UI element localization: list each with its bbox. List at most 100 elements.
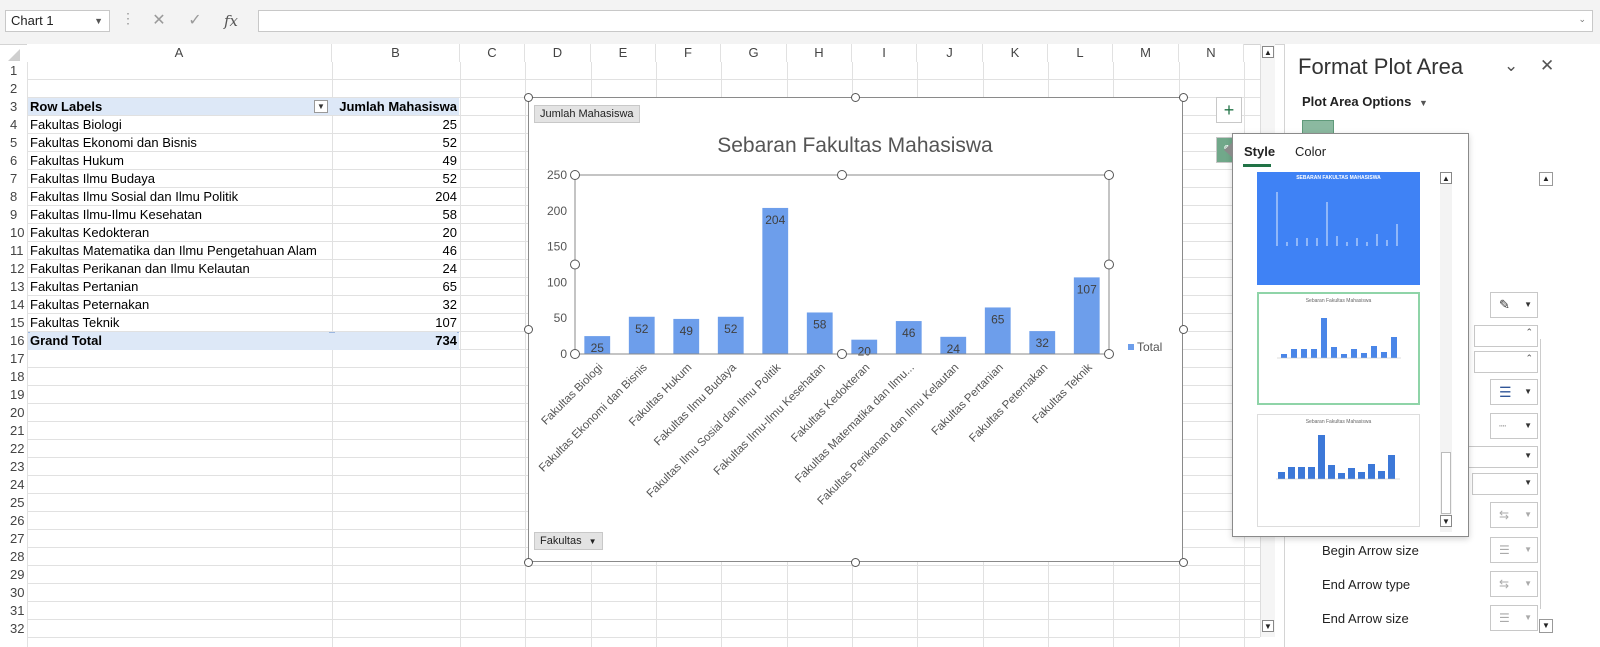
bar[interactable] (940, 336, 967, 354)
plot-resize-handle[interactable] (570, 170, 580, 180)
column-header-b[interactable]: B (332, 44, 460, 62)
row-header[interactable]: 29 (10, 567, 25, 582)
filter-dropdown-icon[interactable]: ▼ (314, 100, 328, 113)
pivot-row-value[interactable]: 65 (442, 279, 457, 294)
pivot-row-label[interactable]: Fakultas Ilmu Budaya (30, 171, 156, 186)
pivot-row-label[interactable]: Fakultas Ilmu Sosial dan Ilmu Politik (30, 189, 239, 204)
chart-style-thumb[interactable]: SEBARAN FAKULTAS MAHASISWA (1257, 172, 1420, 285)
row-header[interactable]: 4 (10, 117, 18, 132)
insert-function-icon[interactable]: fx (223, 12, 238, 30)
row-header[interactable]: 13 (10, 279, 25, 294)
row-header[interactable]: 17 (10, 351, 25, 366)
tab-color[interactable]: Color (1295, 144, 1327, 159)
column-header-d[interactable]: D (525, 44, 591, 62)
pivot-row-label[interactable]: Fakultas Perikanan dan Ilmu Kelautan (30, 261, 250, 276)
row-header[interactable]: 8 (10, 189, 18, 204)
row-header[interactable]: 1 (10, 63, 18, 78)
row-header[interactable]: 11 (10, 243, 24, 258)
plot-resize-handle[interactable] (837, 170, 847, 180)
column-header-g[interactable]: G (721, 44, 787, 62)
column-header-c[interactable]: C (460, 44, 525, 62)
plot-resize-handle[interactable] (570, 349, 580, 359)
color-picker-button[interactable]: ✎ ▼ (1490, 292, 1538, 318)
chevron-down-icon[interactable]: ⌄ (1504, 56, 1519, 75)
row-header[interactable]: 30 (10, 585, 25, 600)
plot-resize-handle[interactable] (1104, 170, 1114, 180)
row-header[interactable]: 23 (10, 459, 25, 474)
pane-scrollbar-track[interactable] (1540, 339, 1553, 609)
cancel-icon[interactable]: ✕ (152, 12, 166, 29)
value-field-button[interactable]: Jumlah Mahasiswa (534, 105, 640, 123)
bar[interactable] (628, 316, 655, 354)
compound-type-dropdown[interactable]: ☰ ▼ (1490, 379, 1538, 405)
bar[interactable] (673, 318, 700, 354)
column-header-f[interactable]: F (656, 44, 721, 62)
axis-field-button[interactable]: Fakultas ▼ (534, 532, 603, 550)
column-header-n[interactable]: N (1179, 44, 1244, 62)
join-type-dropdown[interactable]: ▼ (1472, 473, 1538, 495)
pivot-row-value[interactable]: 52 (442, 135, 457, 150)
bar[interactable] (1029, 331, 1056, 354)
chart-resize-handle[interactable] (851, 92, 860, 102)
chart-resize-handle[interactable] (1178, 92, 1188, 102)
plot-resize-handle[interactable] (1104, 259, 1114, 270)
bar[interactable] (584, 336, 611, 354)
pivot-row-value[interactable]: 52 (442, 171, 457, 186)
pivot-chart[interactable]: Jumlah Mahasiswa Fakultas ▼ Sebaran Faku… (528, 97, 1183, 562)
pivot-row-label[interactable]: Fakultas Matematika dan Ilmu Pengetahuan… (30, 243, 317, 258)
pivot-row-value[interactable]: 107 (435, 315, 457, 330)
column-header-l[interactable]: L (1048, 44, 1113, 62)
row-header[interactable]: 27 (10, 531, 25, 546)
plot-area-frame[interactable] (570, 170, 1114, 359)
pivot-row-labels-header[interactable]: Row Labels (30, 98, 329, 115)
transparency-spinner[interactable]: ⌃ (1474, 325, 1538, 347)
chart-resize-handle[interactable] (1178, 325, 1188, 334)
pivot-row-label[interactable]: Fakultas Kedokteran (30, 225, 150, 240)
pivot-row-value[interactable]: 58 (442, 207, 457, 222)
plot-resize-handle[interactable] (570, 259, 580, 270)
bar[interactable] (1073, 277, 1100, 354)
scroll-up-icon[interactable]: ▲ (1262, 46, 1274, 58)
row-header[interactable]: 19 (10, 387, 25, 402)
column-header-h[interactable]: H (787, 44, 852, 62)
pivot-row-value[interactable]: 32 (442, 297, 457, 312)
pivot-row-label[interactable]: Fakultas Ilmu-Ilmu Kesehatan (30, 207, 202, 222)
pivot-value-header[interactable]: Jumlah Mahasiswa (335, 98, 457, 115)
dash-type-dropdown[interactable]: ┈ ▼ (1490, 413, 1538, 439)
row-header[interactable]: 7 (10, 171, 18, 186)
column-header-i[interactable]: I (852, 44, 917, 62)
row-header[interactable]: 32 (10, 621, 25, 636)
pivot-row-value[interactable]: 46 (442, 243, 457, 258)
grand-total-value[interactable]: 734 (335, 332, 457, 349)
plot-area-border[interactable] (574, 174, 1110, 355)
chart-style-thumb[interactable]: Sebaran Fakultas Mahasiswa (1257, 414, 1420, 527)
row-header[interactable]: 10 (10, 225, 25, 240)
pivot-row-value[interactable]: 25 (442, 117, 457, 132)
formula-input[interactable]: ⌄ (258, 10, 1593, 32)
row-header[interactable]: 14 (10, 297, 25, 312)
row-header[interactable]: 6 (10, 153, 18, 168)
enter-icon[interactable]: ✓ (188, 12, 202, 29)
chart-resize-handle[interactable] (523, 325, 533, 334)
column-header-e[interactable]: E (591, 44, 656, 62)
scroll-up-icon[interactable]: ▲ (1539, 172, 1553, 186)
row-header[interactable]: 28 (10, 549, 25, 564)
close-icon[interactable]: ✕ (1540, 56, 1555, 75)
chevron-down-icon[interactable]: ▼ (94, 16, 103, 26)
chart-style-thumb-selected[interactable]: Sebaran Fakultas Mahasiswa (1257, 292, 1420, 405)
chart-resize-handle[interactable] (851, 557, 860, 567)
scroll-down-icon[interactable]: ▼ (1440, 515, 1452, 527)
bar[interactable] (717, 316, 744, 354)
chart-resize-handle[interactable] (1178, 557, 1188, 567)
name-box[interactable]: Chart 1 ▼ (5, 10, 110, 32)
scroll-up-icon[interactable]: ▲ (1440, 172, 1452, 184)
pivot-row-label[interactable]: Fakultas Pertanian (30, 279, 139, 294)
row-header[interactable]: 18 (10, 369, 25, 384)
popup-scroll-thumb[interactable] (1441, 452, 1451, 514)
plot-resize-handle[interactable] (1104, 349, 1114, 359)
expand-formula-icon[interactable]: ⌄ (1578, 14, 1586, 24)
popup-scrollbar[interactable] (1440, 172, 1452, 532)
bar[interactable] (984, 307, 1011, 354)
grand-total-label[interactable]: Grand Total (30, 332, 329, 349)
plot-area-options[interactable]: Plot Area Options ▼ (1302, 94, 1428, 109)
